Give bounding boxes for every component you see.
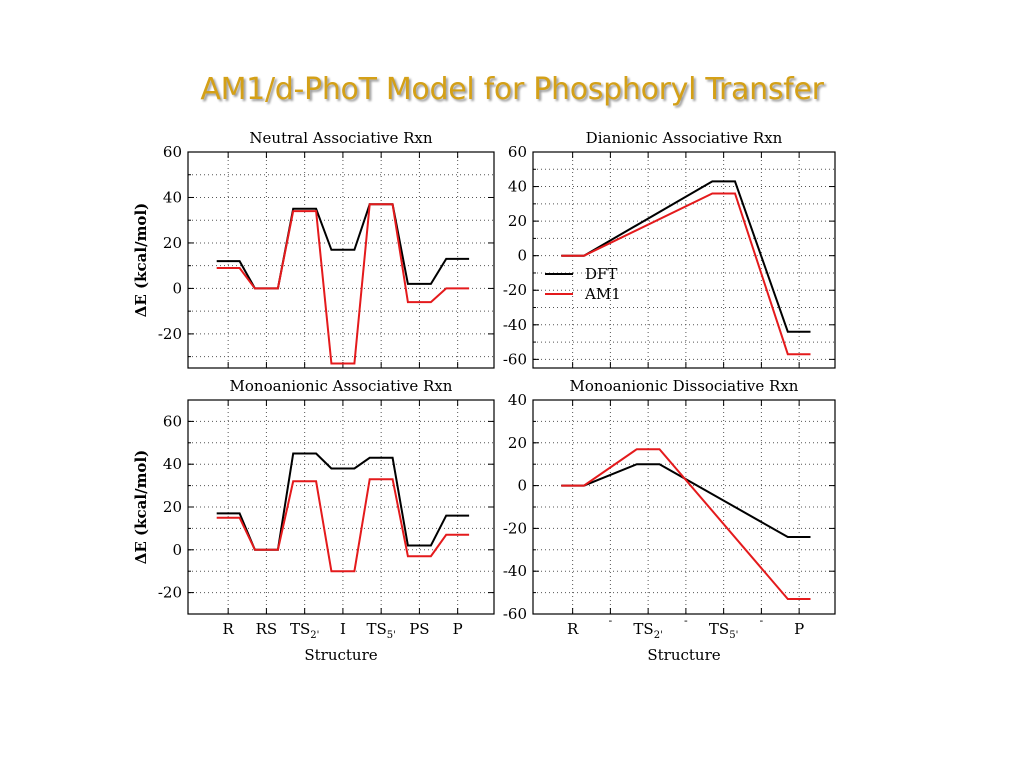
x-tick-label: TS2': [290, 620, 319, 641]
y-tick-label: -60: [503, 350, 527, 368]
y-tick-label: -40: [503, 562, 527, 580]
y-axis-label: ΔE (kcal/mol): [132, 450, 150, 565]
chart-title: Neutral Associative Rxn: [249, 129, 432, 147]
chart-panel-2: 60 40 20 0 -20 -40 -60 Dianionic Associative Rx…: [503, 129, 836, 369]
series-line-am1: [216, 478, 470, 573]
y-tick-label: -20: [158, 584, 182, 602]
y-tick-label: -20: [158, 325, 182, 343]
plot-frame: [532, 151, 836, 369]
series-line-am1: [561, 192, 811, 356]
chart-title: Monoanionic Associative Rxn: [230, 377, 453, 395]
y-tick-label: 40: [163, 455, 182, 473]
chart-panel-4: 40 20 0 -20 -40 -60 Monoanionic Dissociative R…: [503, 377, 836, 664]
x-axis-label: Structure: [647, 646, 720, 664]
y-tick-label: 0: [172, 541, 182, 559]
y-tick-label: 60: [508, 143, 527, 161]
y-tick-label: 40: [163, 188, 182, 206]
y-tick-label: 40: [508, 178, 527, 196]
y-tick-label: 40: [508, 391, 527, 409]
series-line-am1: [216, 203, 470, 365]
chart-panel-1: 60 40 20 0 -20 Neutral Associative Rxn ΔE (kca…: [132, 129, 495, 369]
y-axis-label: ΔE (kcal/mol): [132, 203, 150, 318]
x-tick-label: I: [340, 620, 346, 638]
x-tick-label: -: [760, 614, 764, 627]
x-tick-label: R: [567, 620, 579, 638]
x-tick-label: P: [794, 620, 804, 638]
x-tick-label: TS5': [709, 620, 738, 641]
x-tick-label: P: [453, 620, 463, 638]
series-line-am1: [561, 448, 811, 600]
y-tick-label: 20: [508, 212, 527, 230]
x-tick-label: PS: [409, 620, 429, 638]
legend-label: DFT: [585, 265, 617, 283]
y-tick-label: 0: [172, 279, 182, 297]
y-tick-label: -60: [503, 605, 527, 623]
plot-frame: [187, 151, 495, 369]
x-tick-label: -: [609, 614, 613, 627]
y-tick-label: -20: [503, 519, 527, 537]
y-tick-label: 20: [163, 498, 182, 516]
chart-title: Dianionic Associative Rxn: [586, 129, 783, 147]
series-line-dft: [216, 452, 470, 551]
x-tick-label: -: [684, 614, 688, 627]
chart-title: Monoanionic Dissociative Rxn: [570, 377, 799, 395]
y-tick-label: 20: [163, 234, 182, 252]
y-tick-label: -20: [503, 281, 527, 299]
x-tick-label: TS5': [366, 620, 395, 641]
x-axis-label: Structure: [304, 646, 377, 664]
x-tick-label: R: [223, 620, 235, 638]
y-tick-label: 60: [163, 143, 182, 161]
y-tick-label: -40: [503, 316, 527, 334]
y-tick-label: 0: [517, 247, 527, 265]
chart-panel-3: 60 40 20 0 -20 Monoanionic Associative Rxn ΔE …: [132, 377, 495, 664]
x-tick-label: TS2': [633, 620, 662, 641]
y-tick-label: 20: [508, 434, 527, 452]
legend-label: AM1: [584, 285, 621, 303]
y-tick-label: 60: [163, 412, 182, 430]
y-tick-label: 0: [517, 477, 527, 495]
slide-title: AM1/d-PhoT Model for Phosphoryl Transfer: [200, 72, 824, 107]
x-tick-label: RS: [256, 620, 278, 638]
